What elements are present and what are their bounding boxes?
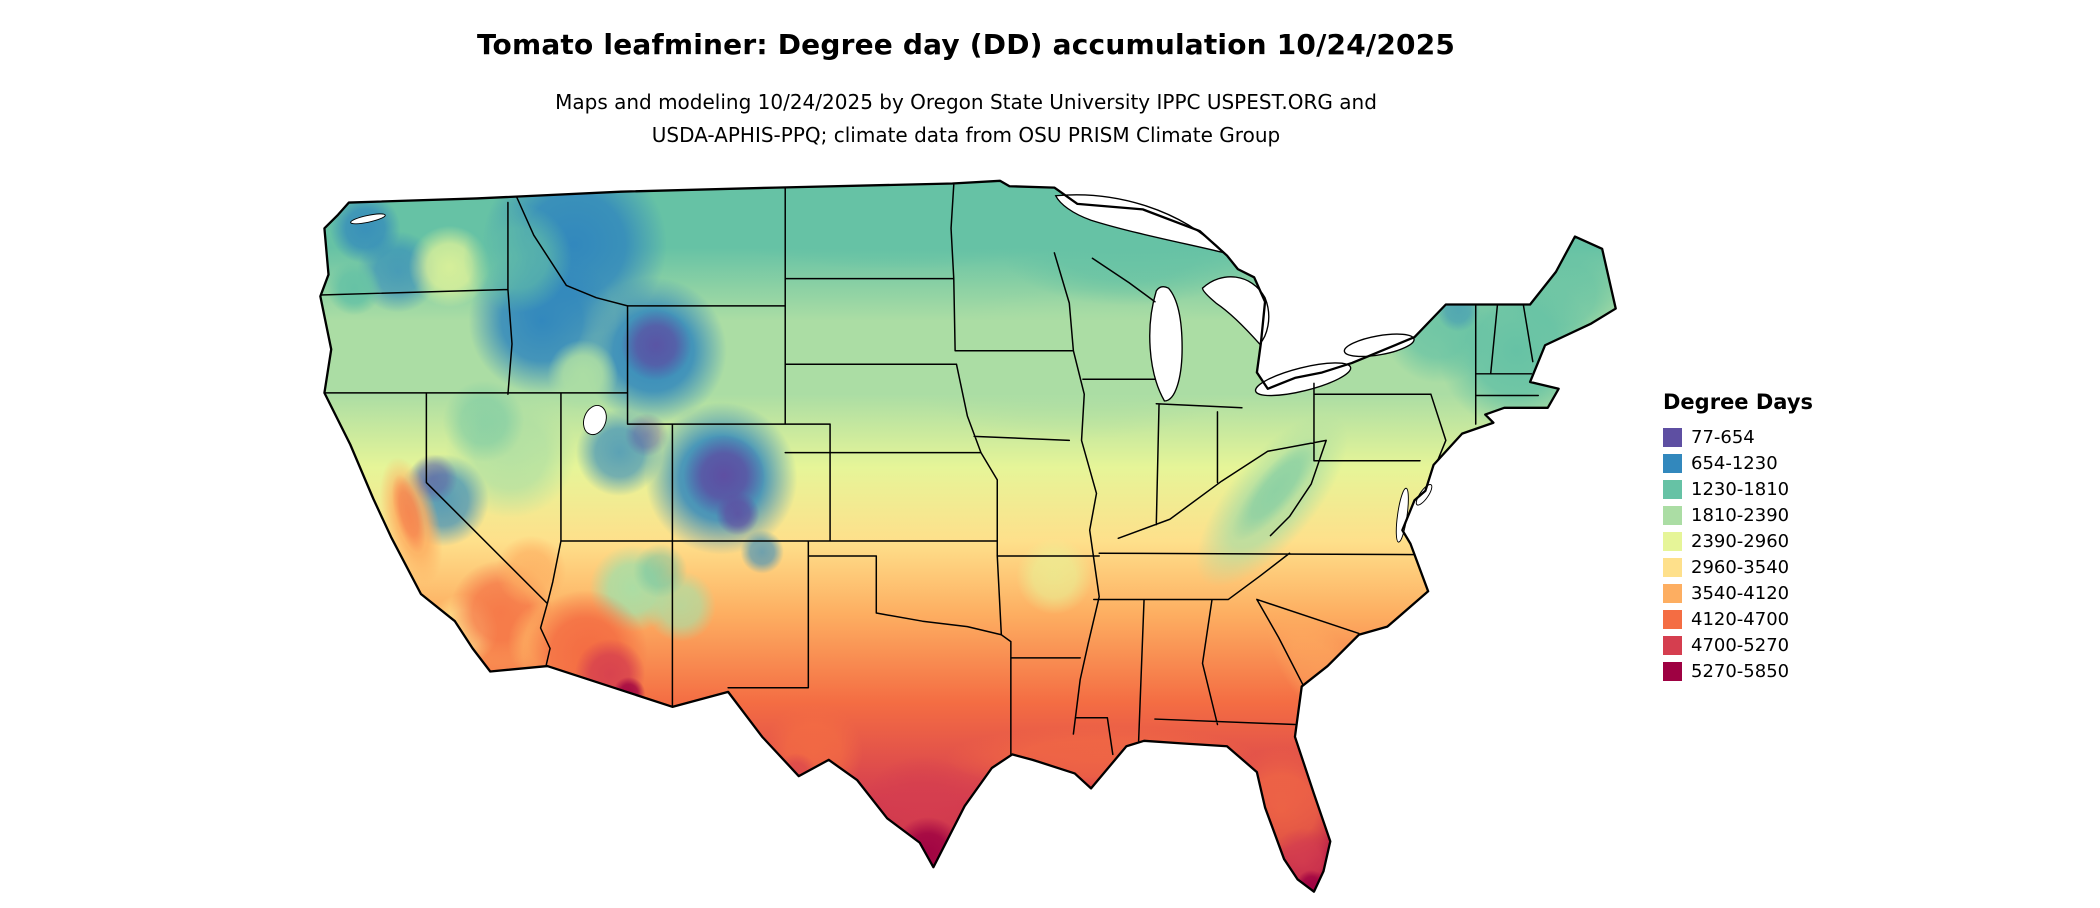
us-degree-day-map-svg (319, 179, 1617, 893)
legend-entry-label: 2960-3540 (1691, 556, 1790, 578)
us-map (313, 174, 1619, 908)
legend-swatch (1663, 635, 1682, 655)
legend-swatch (1663, 661, 1682, 681)
great-salt-lake (583, 405, 607, 436)
legend-entry-label: 4120-4700 (1691, 608, 1790, 630)
legend-entries: 77-654 654-1230 1230-1810 1810-2390 2390-296… (1663, 424, 1813, 684)
legend-swatch (1663, 583, 1682, 603)
legend-swatch (1663, 453, 1682, 473)
lake-superior (1054, 194, 1227, 255)
legend-entry: 2390-2960 (1663, 528, 1813, 554)
legend-entry: 4700-5270 (1663, 632, 1813, 658)
lake-ontario (1343, 333, 1415, 358)
delaware-bay (1415, 484, 1433, 506)
legend-swatch (1663, 609, 1682, 629)
legend-entry-label: 77-654 (1691, 426, 1755, 448)
lake-michigan (1149, 286, 1183, 402)
legend-entry-label: 2390-2960 (1691, 530, 1790, 552)
legend-entry: 1810-2390 (1663, 502, 1813, 528)
subtitle-line-1: Maps and modeling 10/24/2025 by Oregon S… (555, 90, 1377, 114)
subtitle-line-2: USDA-APHIS-PPQ; climate data from OSU PR… (651, 123, 1281, 147)
map-title: Tomato leafminer: Degree day (DD) accumu… (476, 28, 1456, 61)
state-borders (320, 184, 1539, 756)
legend-entry: 2960-3540 (1663, 554, 1813, 580)
map-subtitle: Maps and modeling 10/24/2025 by Oregon S… (0, 86, 1932, 152)
legend-entry: 4120-4700 (1663, 606, 1813, 632)
legend-swatch (1663, 557, 1682, 577)
legend-entry: 3540-4120 (1663, 580, 1813, 606)
legend-swatch (1663, 427, 1682, 447)
legend-swatch (1663, 479, 1682, 499)
legend-entry-label: 654-1230 (1691, 452, 1778, 474)
legend-entry: 654-1230 (1663, 450, 1813, 476)
puget-sound (350, 213, 386, 225)
legend-title: Degree Days (1663, 390, 1814, 414)
legend-entry: 5270-5850 (1663, 658, 1813, 684)
legend-entry: 1230-1810 (1663, 476, 1813, 502)
legend-swatch (1663, 531, 1682, 551)
legend-entry-label: 5270-5850 (1691, 660, 1790, 682)
legend-entry-label: 3540-4120 (1691, 582, 1790, 604)
legend-swatch (1663, 505, 1682, 525)
legend-entry-label: 4700-5270 (1691, 634, 1790, 656)
legend-entry-label: 1810-2390 (1691, 504, 1790, 526)
legend-entry-label: 1230-1810 (1691, 478, 1790, 500)
legend-entry: 77-654 (1663, 424, 1813, 450)
legend: Degree Days 77-654 654-1230 1230-1810 1810-… (1663, 390, 1813, 684)
